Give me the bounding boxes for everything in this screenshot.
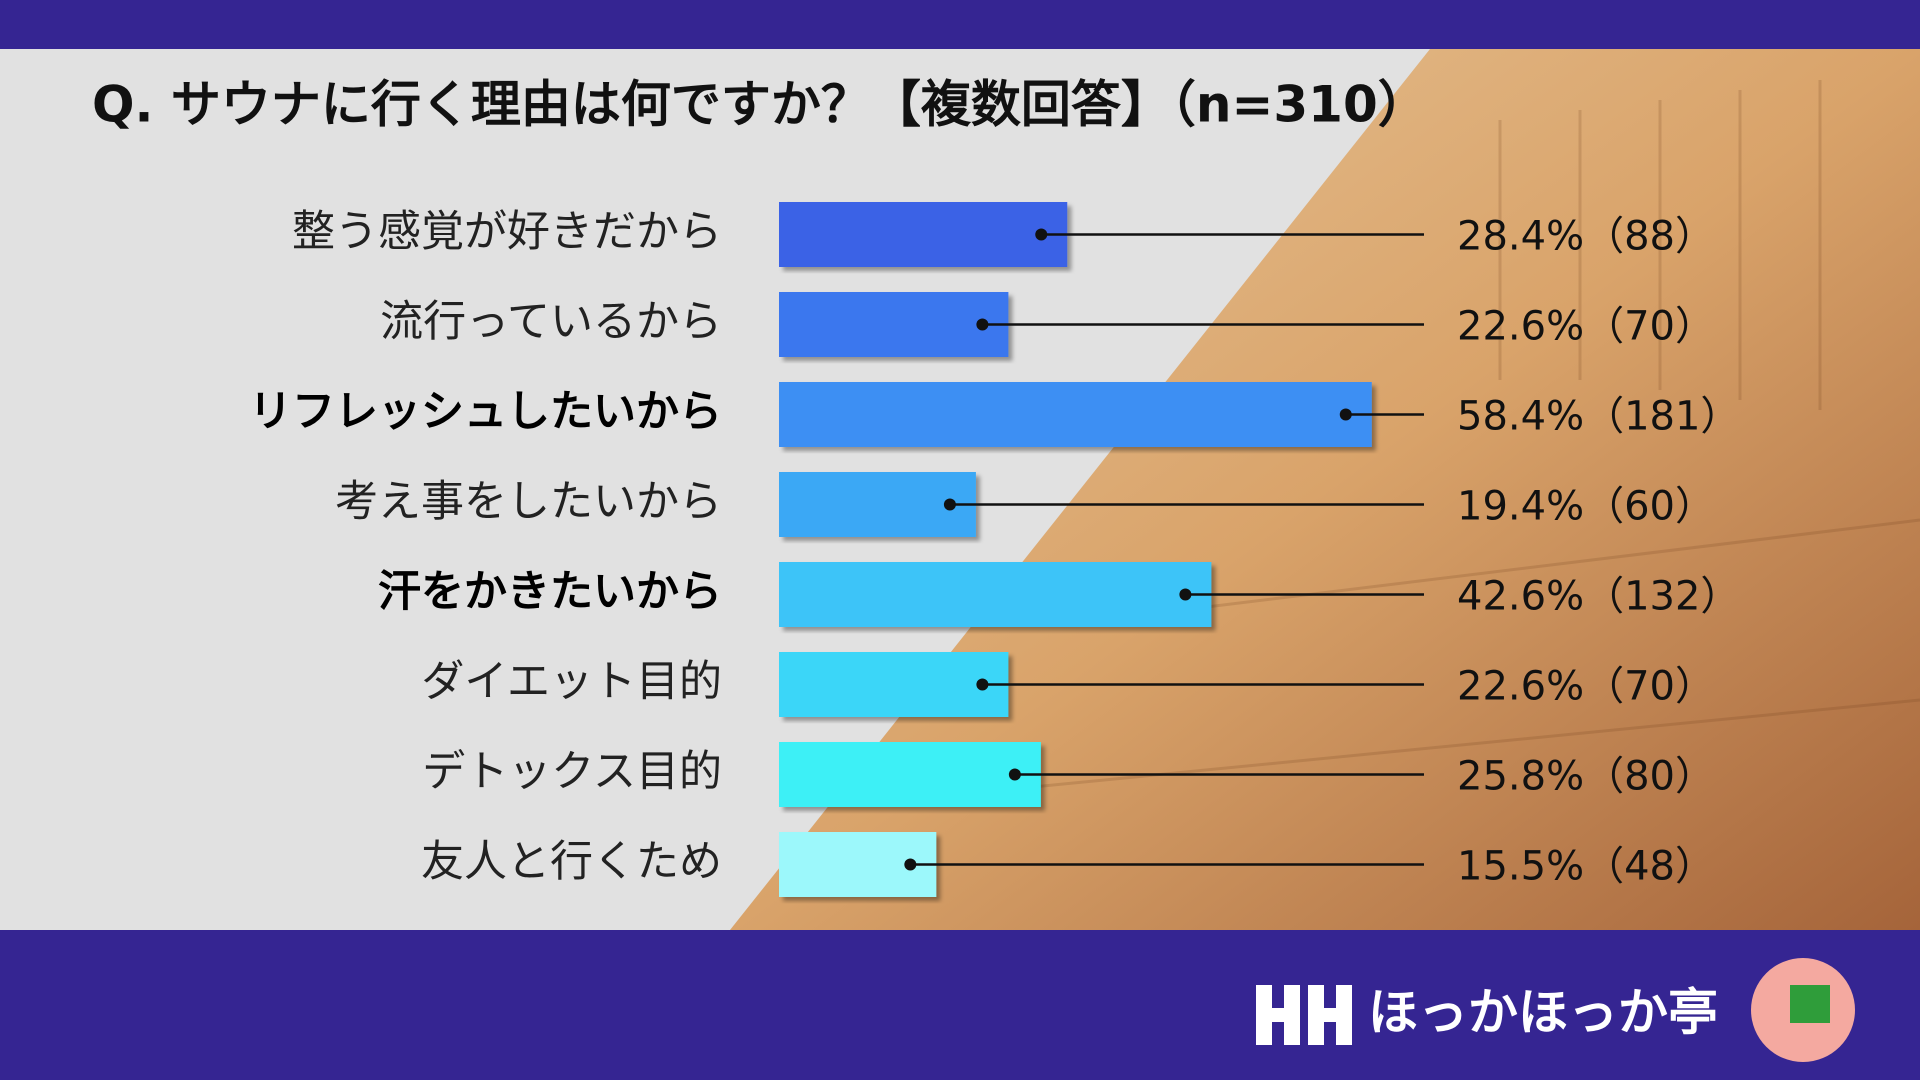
value-label: 58.4%（181） [1457,394,1740,440]
leader-dot [976,678,989,691]
category-label: 友人と行くため [421,837,722,887]
value-label: 22.6%（70） [1457,304,1715,350]
category-label: ダイエット目的 [421,657,722,707]
wood-lines [899,80,1920,802]
bottom-bar [0,930,1920,1080]
sauna-photo [730,49,1920,930]
leader-dot [976,318,989,331]
category-label: リフレッシュしたいから [249,387,722,437]
bar [779,652,1009,717]
brand: ほっかほっか亭 [1368,984,1718,1042]
value-label: 28.4%（88） [1457,214,1715,260]
hh-logo [1256,985,1352,1045]
category-label: 汗をかきたいから [378,567,722,617]
chart-title: Q. サウナに行く理由は何ですか？【複数回答】（n=310） [92,76,1428,134]
round-logo-mark [1790,985,1830,1023]
leader-dot [1179,588,1192,601]
leader-dot [904,858,917,871]
value-label: 19.4%（60） [1457,484,1715,530]
value-label: 42.6%（132） [1457,574,1740,620]
leader-dot [1008,768,1021,781]
leader-dot [1339,408,1352,421]
bar [779,202,1068,267]
bar [779,382,1372,447]
bar [779,562,1212,627]
leader-dot [1035,228,1048,241]
top-bar [0,0,1920,49]
bar [779,292,1009,357]
bar [779,472,976,537]
leader-dot [943,498,956,511]
bar [779,742,1041,807]
category-label: 流行っているから [380,297,722,347]
value-label: 25.8%（80） [1457,754,1715,800]
category-label: 考え事をしたいから [335,477,722,527]
category-label: デトックス目的 [422,747,722,797]
value-label: 15.5%（48） [1457,844,1715,890]
category-label: 整う感覚が好きだから [292,207,722,257]
value-label: 22.6%（70） [1457,664,1715,710]
